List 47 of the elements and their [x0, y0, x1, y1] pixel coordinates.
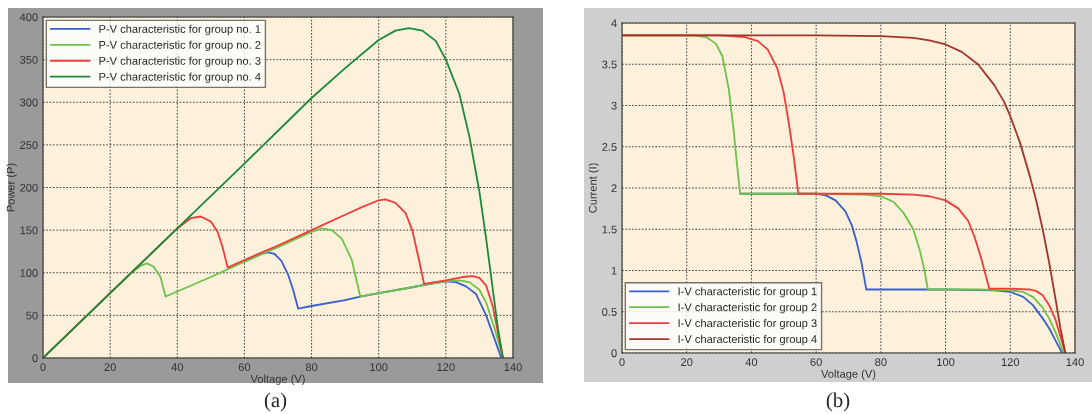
- y-tick-label: 1.5: [602, 225, 617, 234]
- y-tick-label: 3: [611, 101, 617, 110]
- x-tick-label: 0: [40, 363, 46, 372]
- legend-label: P-V characteristic for group no. 3: [99, 56, 261, 67]
- x-axis-title: Voltage (V): [821, 369, 876, 380]
- x-tick-label: 80: [305, 363, 318, 372]
- x-axis-title: Voltage (V): [250, 374, 305, 385]
- legend-label: I-V characteristic for group 3: [678, 318, 817, 330]
- y-tick-label: 150: [20, 226, 38, 235]
- y-tick-label: 300: [20, 98, 38, 107]
- y-tick-label: 2: [611, 184, 617, 193]
- x-tick-label: 20: [104, 363, 116, 372]
- legend-label: P-V characteristic for group no. 1: [99, 24, 261, 36]
- x-tick-label: 80: [875, 358, 887, 367]
- y-tick-label: 3.5: [602, 60, 617, 69]
- legend-label: P-V characteristic for group no. 4: [99, 72, 261, 83]
- x-tick-label: 100: [370, 363, 388, 372]
- y-tick-label: 4: [611, 19, 617, 28]
- legend-label: I-V characteristic for group 4: [678, 334, 817, 346]
- x-tick-label: 140: [504, 363, 522, 372]
- text: (a): [264, 392, 287, 412]
- y-tick-label: 400: [19, 13, 38, 22]
- x-tick-label: 20: [681, 358, 693, 367]
- y-tick-label: 350: [20, 55, 38, 64]
- y-tick-label: 100: [20, 269, 38, 277]
- x-tick-label: 100: [937, 358, 955, 367]
- y-tick-label: 2.5: [602, 143, 617, 151]
- x-tick-label: 40: [745, 358, 758, 367]
- x-tick-label: 120: [437, 363, 455, 372]
- x-tick-label: 60: [238, 363, 251, 372]
- legend-label: P-V characteristic for group no. 2: [99, 40, 261, 52]
- x-tick-label: 140: [1066, 358, 1084, 367]
- legend-label: I-V characteristic for group 1: [678, 287, 817, 298]
- y-tick-label: 200: [20, 183, 38, 192]
- text: (b): [826, 392, 850, 412]
- x-tick-label: 60: [810, 358, 822, 367]
- x-tick-label: 0: [619, 358, 625, 367]
- x-tick-label: 120: [1001, 358, 1020, 367]
- y-tick-label: 250: [20, 141, 38, 150]
- y-axis-title: Power (P): [6, 163, 17, 212]
- y-tick-label: 0: [611, 349, 617, 358]
- y-tick-label: 50: [26, 311, 38, 320]
- y-tick-label: 0.5: [602, 308, 617, 316]
- legend-label: I-V characteristic for group 2: [678, 303, 817, 314]
- y-tick-label: 1: [611, 266, 617, 275]
- x-tick-label: 40: [171, 363, 184, 372]
- y-axis-title: Current (I): [588, 163, 599, 213]
